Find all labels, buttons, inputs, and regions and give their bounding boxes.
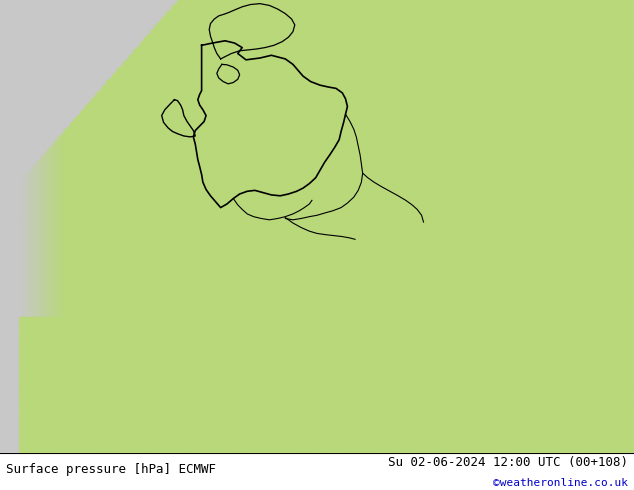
Text: Su 02-06-2024 12:00 UTC (00+108): Su 02-06-2024 12:00 UTC (00+108) bbox=[387, 456, 628, 469]
Text: ©weatheronline.co.uk: ©weatheronline.co.uk bbox=[493, 478, 628, 488]
Text: Surface pressure [hPa] ECMWF: Surface pressure [hPa] ECMWF bbox=[6, 463, 216, 476]
